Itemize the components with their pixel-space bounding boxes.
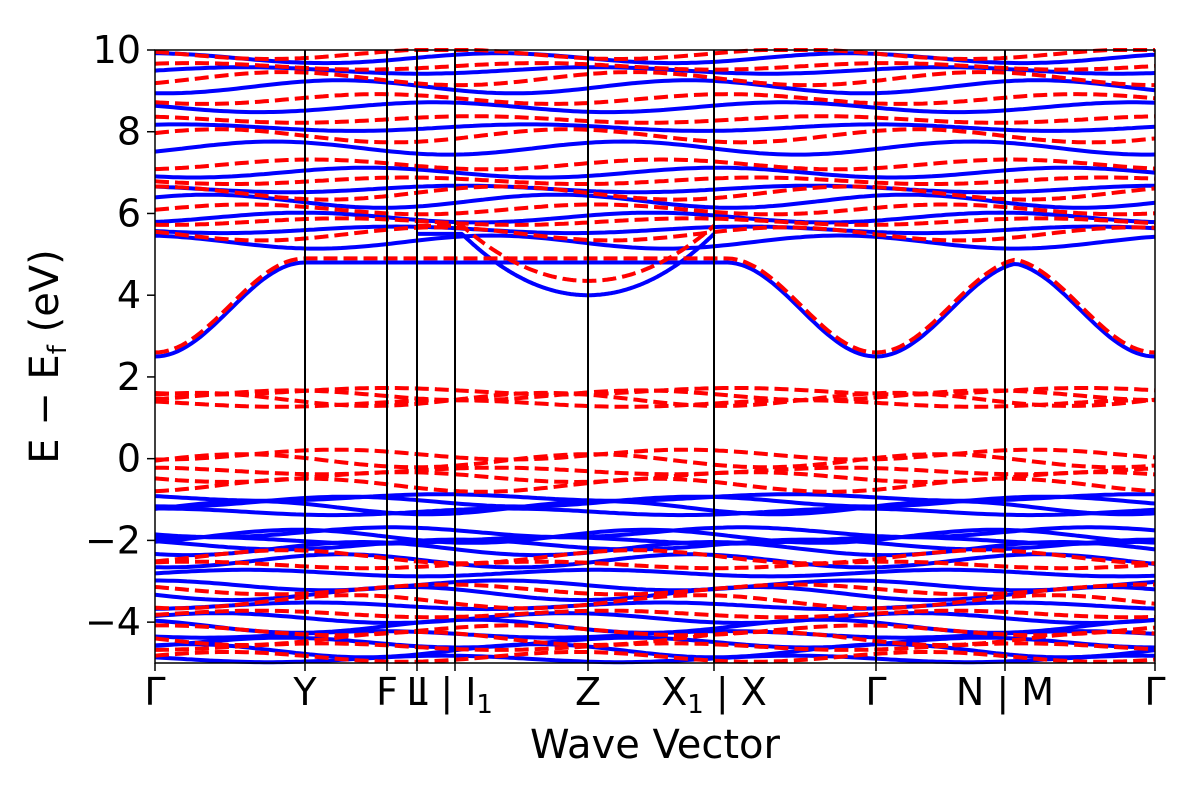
x-tick-label-main: Γ — [1144, 670, 1165, 714]
y-tick-label: 8 — [117, 110, 141, 154]
x-tick-label-main: X — [661, 670, 687, 714]
x-tick-label-suffix: | X — [704, 670, 767, 715]
dashed-band-line — [154, 256, 1156, 355]
dashed-band-line — [154, 127, 1156, 145]
dashed-band-line — [154, 398, 1155, 409]
dashed-band-line — [154, 202, 1156, 217]
kpoint-separators — [304, 50, 1006, 663]
y-axis-title-sub: f — [43, 344, 73, 354]
dashed-band-line — [154, 559, 1156, 571]
dashed-band-line — [154, 92, 1156, 106]
x-tick-label-sub: 1 — [687, 690, 704, 720]
dashed-bands — [154, 48, 1156, 664]
dashed-band-line — [154, 388, 1156, 403]
dashed-band-line — [155, 184, 1156, 202]
solid-band-line — [155, 51, 1156, 66]
solid-band-line — [155, 506, 1156, 518]
x-tick-label: N | M — [956, 670, 1054, 715]
x-tick-label: I | I1 — [417, 670, 493, 720]
x-tick-label: Γ — [144, 670, 165, 714]
solid-band-line — [154, 100, 1156, 115]
dashed-band-line — [154, 608, 1156, 620]
x-tick-label-main: F — [376, 670, 398, 714]
dashed-band-line — [154, 70, 1155, 88]
solid-band-line — [154, 233, 1156, 251]
x-tick-label-main: N | M — [956, 670, 1054, 715]
y-tick-label: 0 — [117, 437, 141, 481]
x-tick-label-main: Γ — [865, 670, 886, 714]
dashed-band-line — [154, 48, 1155, 61]
solid-band-line — [154, 567, 1156, 579]
dashed-band-line — [154, 390, 1156, 408]
plot-frame — [154, 49, 1156, 664]
x-tick-label: Γ — [865, 670, 886, 714]
solid-band-line — [417, 231, 716, 298]
x-tick-label: Γ — [1144, 670, 1165, 714]
y-axis-title-unit: (eV) — [22, 249, 68, 345]
dashed-band-line — [155, 641, 1156, 652]
solid-band-line — [154, 552, 1156, 570]
y-tick-label: 10 — [93, 28, 141, 72]
y-axis-title-main: E − E — [22, 354, 68, 464]
solid-band-line — [154, 494, 1156, 509]
x-tick-label-main: Z — [575, 670, 601, 714]
y-tick-label: 4 — [117, 273, 141, 317]
x-tick-label-main: Y — [292, 670, 317, 714]
solid-band-line — [154, 139, 1156, 157]
dashed-band-line — [155, 623, 1156, 638]
solid-band-line — [154, 78, 1156, 96]
solid-band-line — [154, 499, 1156, 517]
x-tick-label-main: Γ — [144, 670, 165, 714]
solid-band-line — [154, 600, 1156, 612]
y-axis-ticks: −4 −2 0 2 4 6 8 10 — [85, 28, 155, 644]
x-tick-label-main: L — [406, 670, 427, 714]
x-tick-label: Z — [575, 670, 601, 714]
dashed-band-line — [155, 465, 1156, 477]
dashed-band-line — [154, 593, 1156, 611]
dashed-band-line — [155, 447, 1156, 462]
solid-band-line — [154, 210, 1156, 225]
dashed-band-line — [154, 650, 1156, 664]
x-tick-label: L — [406, 670, 427, 714]
solid-band-line — [154, 611, 1156, 626]
dashed-band-line — [154, 114, 1156, 125]
solid-band-line — [154, 122, 1156, 133]
x-tick-label-main: I | I — [417, 670, 476, 715]
dashed-band-line — [154, 548, 1156, 566]
x-axis-title: Wave Vector — [530, 722, 781, 768]
dashed-band-line — [154, 175, 1156, 186]
y-tick-label: −2 — [85, 518, 141, 562]
solid-band-line — [155, 578, 1156, 593]
dashed-band-line — [154, 157, 1156, 172]
solid-band-line — [154, 224, 1156, 236]
solid-band-line — [154, 165, 1156, 180]
dashed-band-line — [154, 582, 1155, 597]
solid-band-line — [154, 260, 1156, 359]
dashed-band-line — [154, 216, 1156, 227]
dashed-band-line — [154, 629, 1156, 647]
x-tick-label: X1 | X — [661, 670, 767, 720]
dashed-band-line — [154, 476, 1156, 494]
solid-band-line — [154, 527, 1156, 545]
x-tick-label-sub: 1 — [476, 690, 493, 720]
solid-band-line — [154, 653, 1155, 665]
y-axis-title: E − Ef (eV) — [22, 249, 73, 464]
y-tick-label: −4 — [85, 600, 141, 644]
solid-band-line — [154, 540, 1156, 558]
dashed-band-line — [154, 225, 1156, 243]
dashed-band-line — [154, 452, 1156, 470]
y-tick-label: 2 — [117, 355, 141, 399]
x-tick-label: Y — [292, 670, 317, 714]
solid-band-line — [154, 183, 1155, 195]
solid-band-line — [154, 192, 1156, 210]
x-tick-label: F — [376, 670, 398, 714]
y-tick-label: 6 — [117, 191, 141, 235]
band-lines — [154, 48, 1156, 665]
dashed-band-line — [154, 61, 1156, 72]
